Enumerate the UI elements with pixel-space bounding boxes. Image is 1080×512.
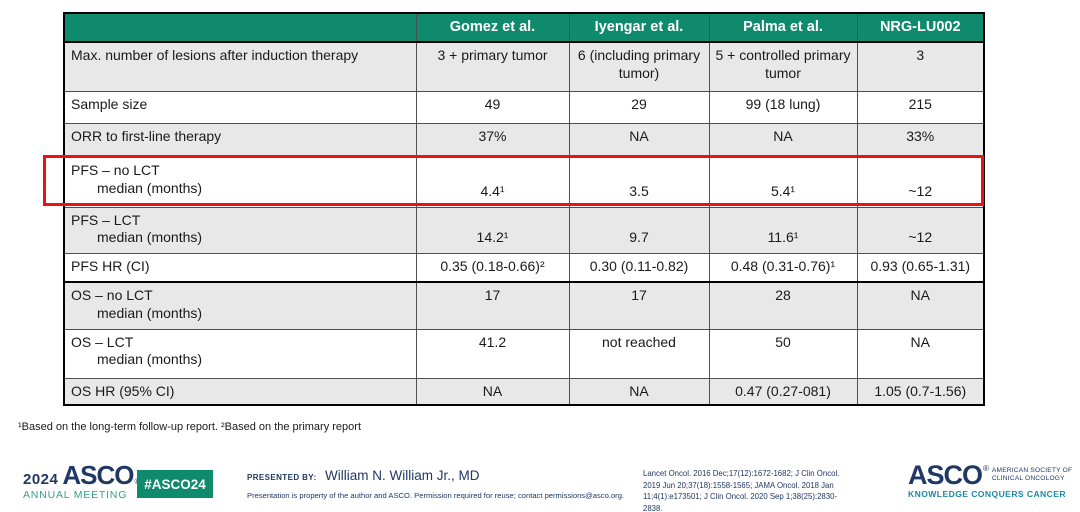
presenter-block: PRESENTED BY: William N. William Jr., MD… <box>247 467 624 500</box>
cell: 0.30 (0.11-0.82) <box>568 252 710 283</box>
header-gomez: Gomez et al. <box>415 12 570 43</box>
table-row: PFS HR (CI) 0.35 (0.18-0.66)² 0.30 (0.11… <box>63 252 985 283</box>
row-label: ORR to first-line therapy <box>63 122 417 158</box>
cell: not reached <box>568 328 710 379</box>
table-row: ORR to first-line therapy 37% NA NA 33% <box>63 122 985 158</box>
cell: 0.48 (0.31-0.76)¹ <box>708 252 858 283</box>
table-row: OS – LCT median (months) 41.2 not reache… <box>63 328 985 379</box>
header-nrg-lu002: NRG-LU002 <box>856 12 985 43</box>
society-name: AMERICAN SOCIETY OF CLINICAL ONCOLOGY <box>992 467 1072 483</box>
table-row: Max. number of lesions after induction t… <box>63 41 985 92</box>
cell-red: ~12 <box>856 206 985 254</box>
cell: 215 <box>856 90 985 124</box>
cell: 28 <box>708 281 858 330</box>
trial-comparison-table: Gomez et al. Iyengar et al. Palma et al.… <box>63 12 985 406</box>
cell: 17 <box>568 281 710 330</box>
table-row: OS HR (95% CI) NA NA 0.47 (0.27-081) 1.0… <box>63 377 985 406</box>
cell: 17 <box>415 281 570 330</box>
cell: 6 (including primary tumor) <box>568 41 710 92</box>
table-header-row: Gomez et al. Iyengar et al. Palma et al.… <box>63 12 985 43</box>
meeting-year: 2024 <box>23 471 59 488</box>
asco-2024-meeting-logo: 2024 ASCO ® ANNUAL MEETING <box>23 460 140 501</box>
cell: 9.7 <box>568 206 710 254</box>
cell: 3 <box>856 41 985 92</box>
cell: 0.47 (0.27-081) <box>708 377 858 406</box>
row-label: Max. number of lesions after induction t… <box>63 41 417 92</box>
row-label: PFS – no LCT median (months) <box>63 156 417 208</box>
table-row: PFS – LCT median (months) 14.2¹ 9.7 11.6… <box>63 206 985 254</box>
disclaimer-text: Presentation is property of the author a… <box>247 491 625 500</box>
row-label: OS – no LCT median (months) <box>63 281 417 330</box>
cell-red: ~12 <box>856 156 985 208</box>
annual-meeting-label: ANNUAL MEETING <box>23 489 128 501</box>
cell: 0.35 (0.18-0.66)² <box>415 252 570 283</box>
cell: 3.5 <box>568 156 710 208</box>
header-palma: Palma et al. <box>708 12 858 43</box>
asco-society-logo: ASCO ® AMERICAN SOCIETY OF CLINICAL ONCO… <box>908 460 1072 500</box>
cell: NA <box>415 377 570 406</box>
cell: NA <box>856 328 985 379</box>
row-label: PFS – LCT median (months) <box>63 206 417 254</box>
cell: 49 <box>415 90 570 124</box>
header-iyengar: Iyengar et al. <box>568 12 710 43</box>
row-label-sub: median (months) <box>97 229 203 245</box>
row-label-main: PFS – LCT <box>71 211 141 228</box>
asco-wordmark: ASCO <box>62 460 134 490</box>
row-label: OS HR (95% CI) <box>63 377 417 406</box>
cell: NA <box>856 281 985 330</box>
presented-by-line: PRESENTED BY: William N. William Jr., MD <box>247 467 624 485</box>
table-row: OS – no LCT median (months) 17 17 28 NA <box>63 281 985 330</box>
cell: 50 <box>708 328 858 379</box>
row-label-sub: median (months) <box>97 179 203 196</box>
cell: 1.05 (0.7-1.56) <box>856 377 985 406</box>
cell: 29 <box>568 90 710 124</box>
cell: 33% <box>856 122 985 158</box>
row-label-main: OS – LCT <box>71 333 134 350</box>
cell: 41.2 <box>415 328 570 379</box>
cell: 3 + primary tumor <box>415 41 570 92</box>
asco-tagline: KNOWLEDGE CONQUERS CANCER <box>908 489 1067 500</box>
header-empty <box>63 12 417 43</box>
presented-by-label: PRESENTED BY: <box>247 473 317 482</box>
row-label-main: PFS – no LCT <box>71 162 160 178</box>
society-name-line1: AMERICAN SOCIETY OF <box>991 466 1073 474</box>
row-label: PFS HR (CI) <box>63 252 417 283</box>
cell-red: 0.93 (0.65-1.31) <box>856 252 985 283</box>
presenter-name: William N. William Jr., MD <box>324 468 480 483</box>
row-label: OS – LCT median (months) <box>63 328 417 379</box>
cell: 5 + controlled primary tumor <box>708 41 858 92</box>
cell: NA <box>568 122 710 158</box>
cell: 37% <box>415 122 570 158</box>
cell: 4.4¹ <box>415 156 570 208</box>
cell: 5.4¹ <box>708 156 858 208</box>
registered-mark-icon: ® <box>983 464 989 473</box>
cell: 99 (18 lung) <box>708 90 858 124</box>
society-name-line2: CLINICAL ONCOLOGY <box>991 475 1065 483</box>
cell: NA <box>568 377 710 406</box>
hashtag-badge: #ASCO24 <box>137 470 213 498</box>
citations-text: Lancet Oncol. 2016 Dec;17(12):1672-1682;… <box>643 469 840 512</box>
cell: NA <box>708 122 858 158</box>
table-row: Sample size 49 29 99 (18 lung) 215 <box>63 90 985 124</box>
row-label: Sample size <box>63 90 417 124</box>
cell: 11.6¹ <box>708 206 858 254</box>
meeting-logo-line: 2024 ASCO ® <box>23 460 140 490</box>
footnote: ¹Based on the long-term follow-up report… <box>18 421 361 433</box>
table-row-highlighted: PFS – no LCT median (months) 4.4¹ 3.5 5.… <box>63 156 985 208</box>
asco-logo-top: ASCO ® AMERICAN SOCIETY OF CLINICAL ONCO… <box>908 460 1072 490</box>
cell: 14.2¹ <box>415 206 570 254</box>
asco-wordmark: ASCO <box>908 460 983 490</box>
row-label-main: OS – no LCT <box>71 287 153 303</box>
row-label-sub: median (months) <box>97 304 203 321</box>
row-label-sub: median (months) <box>97 351 203 367</box>
